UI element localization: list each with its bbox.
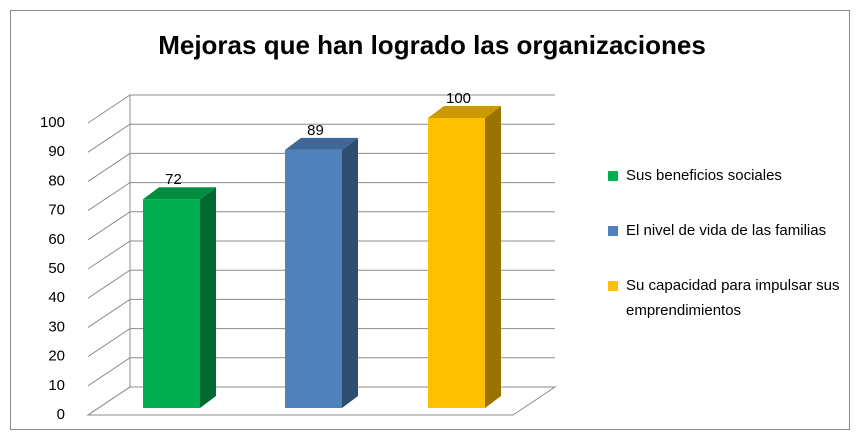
y-tick-label: 70 (48, 202, 65, 219)
bar (143, 187, 216, 408)
legend-swatch (608, 226, 618, 236)
y-tick-label: 10 (48, 377, 65, 394)
data-label: 89 (307, 122, 324, 139)
y-tick-label: 60 (48, 231, 65, 248)
bar-top (285, 137, 358, 150)
bar-side (342, 137, 358, 408)
bar (285, 137, 358, 408)
bar-front (285, 149, 342, 408)
data-label: 72 (165, 171, 182, 188)
y-tick-label: 20 (48, 348, 65, 365)
chart-title: Mejoras que han logrado las organizacion… (158, 30, 706, 60)
legend-label: Su capacidad para impulsar sus emprendim… (626, 277, 844, 319)
y-tick-label: 0 (57, 406, 65, 423)
y-tick-label: 100 (40, 114, 65, 131)
y-tick-label: 30 (48, 318, 65, 335)
bar-top (143, 187, 216, 200)
legend-swatch (608, 281, 618, 291)
legend-swatch (608, 171, 618, 181)
y-tick-label: 40 (48, 289, 65, 306)
bar-front (428, 118, 485, 408)
bar-top (428, 106, 501, 118)
bar-side (485, 106, 501, 408)
floor (86, 386, 557, 416)
legend-label: Sus beneficios sociales (626, 167, 782, 184)
y-tick-label: 90 (48, 143, 65, 160)
y-tick-label: 50 (48, 260, 65, 277)
y-tick-label: 80 (48, 172, 65, 189)
data-label: 100 (446, 90, 471, 107)
legend-label: El nivel de vida de las familias (626, 222, 826, 239)
bar-side (200, 187, 216, 408)
bar (428, 106, 501, 408)
bar-front (143, 199, 200, 408)
